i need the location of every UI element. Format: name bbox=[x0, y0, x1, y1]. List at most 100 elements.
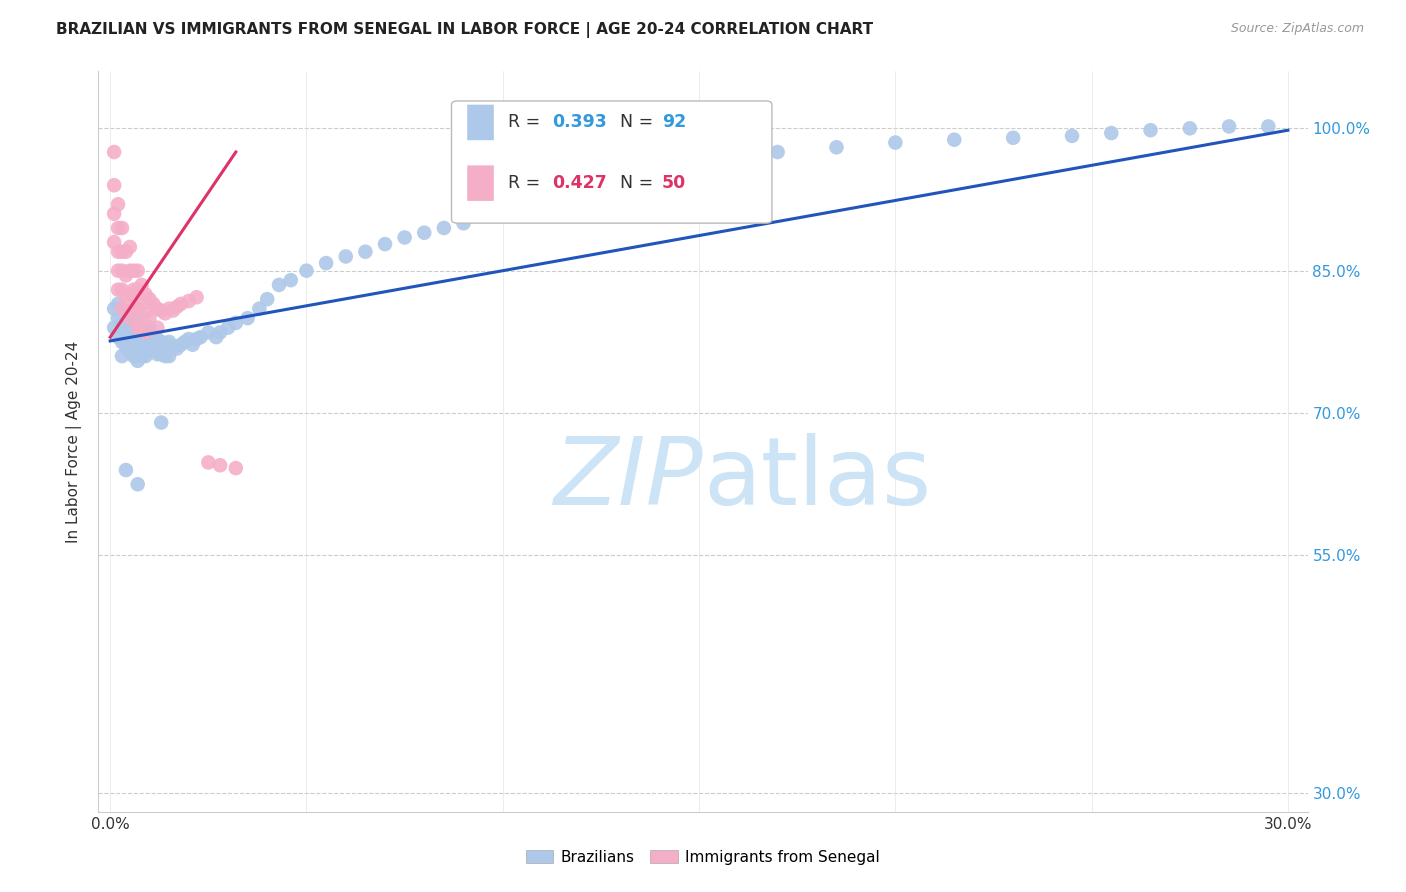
Point bbox=[122, 283, 145, 297]
Point bbox=[170, 337, 193, 351]
Point bbox=[150, 416, 173, 430]
Point bbox=[166, 300, 188, 314]
Point bbox=[135, 326, 157, 340]
Point bbox=[374, 237, 396, 252]
Point bbox=[190, 330, 212, 344]
Point bbox=[122, 334, 145, 349]
Point bbox=[127, 311, 149, 326]
Point bbox=[177, 332, 200, 346]
Point bbox=[209, 326, 232, 340]
Text: R =: R = bbox=[509, 174, 546, 192]
Point bbox=[127, 283, 149, 297]
Point bbox=[115, 326, 138, 340]
Text: R =: R = bbox=[509, 113, 546, 131]
Point bbox=[1139, 123, 1161, 137]
Point bbox=[107, 283, 129, 297]
Point bbox=[122, 349, 145, 363]
Point bbox=[354, 244, 377, 259]
Point bbox=[138, 332, 160, 346]
Point bbox=[943, 133, 966, 147]
Point bbox=[181, 337, 204, 351]
Point bbox=[127, 326, 149, 340]
Point bbox=[609, 164, 631, 178]
Point bbox=[146, 332, 169, 346]
Point bbox=[205, 330, 228, 344]
Point bbox=[153, 306, 176, 320]
Point bbox=[107, 244, 129, 259]
Point bbox=[122, 306, 145, 320]
Point bbox=[111, 349, 134, 363]
FancyBboxPatch shape bbox=[467, 165, 494, 201]
Point bbox=[1060, 128, 1083, 143]
Point bbox=[166, 342, 188, 356]
Point bbox=[1257, 120, 1279, 134]
Point bbox=[122, 263, 145, 277]
Point bbox=[295, 263, 318, 277]
Point bbox=[107, 330, 129, 344]
Point bbox=[118, 240, 141, 254]
Point bbox=[111, 301, 134, 316]
Point bbox=[111, 244, 134, 259]
Point bbox=[135, 306, 157, 320]
Y-axis label: In Labor Force | Age 20-24: In Labor Force | Age 20-24 bbox=[66, 341, 83, 542]
Point bbox=[247, 301, 270, 316]
Point bbox=[135, 287, 157, 301]
FancyBboxPatch shape bbox=[451, 101, 772, 223]
Point bbox=[131, 277, 153, 292]
Point bbox=[225, 461, 247, 475]
Point bbox=[157, 301, 180, 316]
Text: ZIP: ZIP bbox=[554, 433, 703, 524]
Point bbox=[225, 316, 247, 330]
Point bbox=[492, 197, 515, 211]
Point bbox=[170, 297, 193, 311]
Point bbox=[177, 294, 200, 309]
Point bbox=[146, 347, 169, 361]
Point bbox=[648, 154, 671, 169]
Text: 0.393: 0.393 bbox=[551, 113, 606, 131]
Point bbox=[107, 221, 129, 235]
FancyBboxPatch shape bbox=[467, 104, 494, 140]
Point bbox=[173, 334, 195, 349]
Point bbox=[1218, 120, 1240, 134]
Point bbox=[127, 340, 149, 354]
Point bbox=[122, 320, 145, 334]
Point bbox=[103, 320, 125, 334]
Point bbox=[138, 320, 160, 334]
Point bbox=[135, 320, 157, 334]
Point bbox=[335, 250, 357, 264]
Point bbox=[150, 334, 173, 349]
Point bbox=[280, 273, 302, 287]
Point bbox=[413, 226, 436, 240]
Point bbox=[236, 311, 259, 326]
Point bbox=[150, 347, 173, 361]
Point bbox=[115, 292, 138, 306]
Point bbox=[197, 455, 219, 469]
Point bbox=[111, 334, 134, 349]
Point bbox=[127, 301, 149, 316]
Point bbox=[131, 297, 153, 311]
Point bbox=[142, 297, 165, 311]
Point bbox=[531, 187, 554, 202]
Point bbox=[138, 311, 160, 326]
Point bbox=[107, 197, 129, 211]
Point bbox=[103, 301, 125, 316]
Point bbox=[107, 311, 129, 326]
Point bbox=[111, 221, 134, 235]
Point bbox=[1002, 130, 1025, 145]
Point bbox=[267, 277, 290, 292]
Point bbox=[127, 320, 149, 334]
Text: BRAZILIAN VS IMMIGRANTS FROM SENEGAL IN LABOR FORCE | AGE 20-24 CORRELATION CHAR: BRAZILIAN VS IMMIGRANTS FROM SENEGAL IN … bbox=[56, 22, 873, 38]
Point bbox=[115, 306, 138, 320]
Point bbox=[118, 311, 141, 326]
Legend: Brazilians, Immigrants from Senegal: Brazilians, Immigrants from Senegal bbox=[520, 844, 886, 871]
Point bbox=[146, 301, 169, 316]
Point bbox=[118, 344, 141, 359]
Point bbox=[118, 287, 141, 301]
Point bbox=[127, 354, 149, 368]
Point bbox=[131, 344, 153, 359]
Point bbox=[115, 340, 138, 354]
Point bbox=[118, 334, 141, 349]
Point bbox=[766, 145, 789, 159]
Point bbox=[111, 283, 134, 297]
Text: atlas: atlas bbox=[703, 433, 931, 524]
